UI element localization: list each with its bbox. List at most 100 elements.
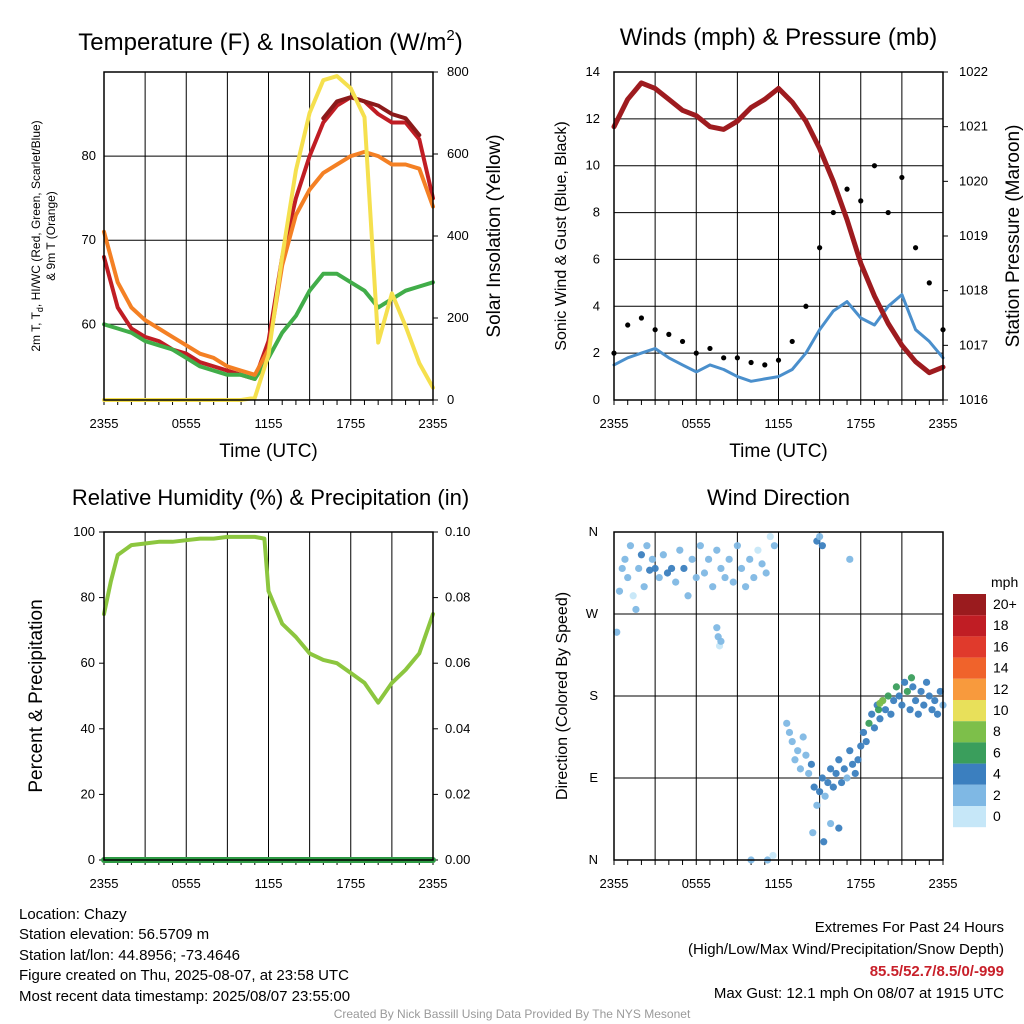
title-main: Temperature (F) & Insolation (W/m: [78, 29, 446, 56]
direction-point: [688, 555, 696, 563]
ylabel-part: 2m T, T: [29, 311, 43, 351]
y2-tick-label: 1020: [959, 173, 988, 188]
direction-point: [746, 555, 754, 563]
direction-point: [783, 719, 791, 727]
legend-label: 18: [993, 617, 1009, 633]
legend-label: 6: [993, 744, 1001, 760]
legend-swatch: [953, 784, 986, 806]
legend-label: 10: [993, 702, 1009, 718]
direction-point: [868, 710, 876, 718]
y-tick-label: N: [589, 852, 598, 867]
gust-point: [830, 209, 836, 216]
max-gust-text: Max Gust: 12.1 mph On 08/07 at 1915 UTC: [713, 985, 1004, 1002]
x-tick-label: 2355: [90, 876, 119, 891]
x-tick-label: 2355: [600, 416, 629, 431]
direction-point: [818, 542, 826, 550]
direction-point: [799, 733, 807, 741]
direction-point: [704, 555, 713, 563]
gust-point: [789, 338, 795, 345]
direction-point: [870, 724, 879, 732]
direction-point: [659, 551, 667, 559]
direction-point: [890, 696, 898, 705]
x-tick-label: 1755: [336, 416, 365, 431]
direction-point: [829, 783, 837, 791]
y-tick-label: E: [589, 770, 598, 785]
y2-tick-label: 0.10: [445, 524, 470, 539]
direction-point: [862, 737, 870, 746]
temperature-insolation-panel: 2355 0555 1155 1755 23556070800200400600800T…: [29, 27, 505, 462]
direction-point: [887, 710, 895, 718]
y-tick-label: S: [589, 688, 598, 703]
direction-point: [848, 760, 857, 768]
direction-point: [696, 542, 704, 550]
direction-point: [729, 578, 737, 586]
direction-point: [632, 605, 640, 614]
direction-point: [692, 573, 700, 582]
x-tick-label: 1755: [846, 416, 875, 431]
direction-point: [832, 769, 840, 778]
direction-point: [672, 578, 680, 586]
direction-point: [651, 564, 659, 573]
direction-point: [762, 569, 770, 577]
y-axis-label: Sonic Wind & Gust (Blue, Black): [553, 121, 570, 350]
x-tick-label: 0555: [172, 876, 201, 891]
y-axis-label: Percent & Precipitation: [26, 599, 47, 792]
legend-label: 20+: [993, 596, 1017, 612]
y2-tick-label: 800: [447, 64, 469, 79]
gust-point: [803, 303, 809, 309]
direction-point: [903, 687, 911, 696]
direction-point: [933, 710, 942, 718]
direction-point: [624, 573, 632, 582]
y-tick-label: 100: [73, 524, 95, 539]
y2-tick-label: 0.08: [445, 590, 470, 605]
gust-point: [652, 327, 658, 333]
direction-point: [709, 583, 717, 591]
plot-border: [103, 71, 434, 401]
direction-point: [643, 542, 651, 550]
direction-point: [700, 569, 709, 577]
direction-point: [725, 555, 733, 563]
gust-point: [844, 186, 850, 192]
x-tick-label: 1155: [765, 416, 793, 431]
legend-label: 8: [993, 723, 1001, 739]
plot-border: [613, 531, 944, 861]
legend-swatch: [953, 742, 986, 764]
direction-point: [713, 624, 721, 632]
recent-data-text: Most recent data timestamp: 2025/08/07 2…: [19, 987, 351, 1005]
y2-tick-label: 0.04: [445, 721, 470, 736]
legend-title: mph: [991, 574, 1018, 590]
y2-tick-label: 1017: [959, 337, 988, 352]
gust-point: [666, 331, 672, 337]
direction-point: [892, 683, 900, 691]
x-tick-label: 1755: [846, 876, 875, 891]
direction-point: [843, 774, 851, 782]
direction-point: [884, 692, 892, 700]
y-axis-label: Direction (Colored By Speed): [554, 592, 571, 800]
direction-point: [837, 778, 846, 787]
gust-point: [871, 163, 878, 169]
direction-point: [655, 573, 663, 582]
gust-point: [748, 359, 754, 366]
y-tick-label: 40: [81, 721, 95, 736]
y2-tick-label: 1016: [959, 392, 988, 407]
series-line-pressure: [611, 80, 946, 376]
y2-tick-label: 1022: [959, 64, 988, 79]
series-line-humidity: [102, 534, 435, 705]
direction-point: [621, 555, 629, 563]
direction-point: [906, 706, 914, 714]
direction-point: [936, 687, 944, 696]
gust-point: [625, 322, 631, 328]
direction-point: [796, 765, 805, 773]
gust-point: [693, 350, 699, 356]
direction-point: [854, 756, 862, 764]
direction-point: [646, 566, 654, 574]
direction-point: [618, 564, 626, 573]
direction-point: [733, 542, 741, 550]
gust-point: [858, 198, 864, 204]
direction-point: [898, 701, 906, 709]
extremes-subtitle: (High/Low/Max Wind/Precipitation/Snow De…: [688, 941, 1004, 958]
direction-point: [754, 546, 762, 554]
x-tick-label: 0555: [172, 416, 201, 431]
direction-point: [835, 756, 843, 764]
gust-point: [721, 355, 727, 361]
